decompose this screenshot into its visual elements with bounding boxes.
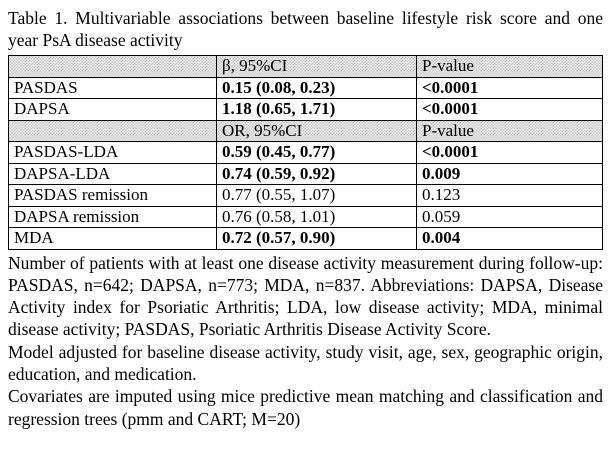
- row-label-cell: PASDAS remission: [8, 184, 217, 207]
- results-table: β, 95%CI P-value PASDAS 0.15 (0.08, 0.23…: [8, 55, 603, 250]
- pvalue-cell: <0.0001: [416, 141, 603, 164]
- row-label-cell: DAPSA remission: [8, 205, 217, 228]
- estimate-cell: 0.74 (0.59, 0.92): [216, 162, 417, 185]
- table-notes: Number of patients with at least one dis…: [8, 252, 603, 430]
- note-paragraph-model-adjustment: Model adjusted for baseline disease acti…: [8, 341, 603, 384]
- table-row-dapsa: DAPSA 1.18 (0.65, 1.71) <0.0001: [8, 98, 603, 121]
- row-label-cell: DAPSA-LDA: [8, 162, 217, 185]
- estimate-cell: 0.76 (0.58, 1.01): [216, 205, 417, 228]
- header-label-cell: [8, 55, 217, 78]
- estimate-cell: 0.77 (0.55, 1.07): [216, 184, 417, 207]
- estimate-cell: 0.59 (0.45, 0.77): [216, 141, 417, 164]
- estimate-cell: 0.15 (0.08, 0.23): [216, 76, 417, 99]
- header-estimate-cell: OR, 95%CI: [216, 119, 417, 142]
- estimate-cell: 0.72 (0.57, 0.90): [216, 227, 417, 250]
- estimate-cell: 1.18 (0.65, 1.71): [216, 98, 417, 121]
- header-estimate-cell: β, 95%CI: [216, 55, 417, 78]
- pvalue-cell: 0.004: [416, 227, 603, 250]
- table-row-pasdas-remission: PASDAS remission 0.77 (0.55, 1.07) 0.123: [8, 184, 603, 207]
- pvalue-cell: <0.0001: [416, 98, 603, 121]
- pvalue-cell: 0.059: [416, 205, 603, 228]
- table-row-dapsa-remission: DAPSA remission 0.76 (0.58, 1.01) 0.059: [8, 205, 603, 228]
- table-row-dapsa-lda: DAPSA-LDA 0.74 (0.59, 0.92) 0.009: [8, 162, 603, 185]
- pvalue-cell: <0.0001: [416, 76, 603, 99]
- pvalue-cell: 0.009: [416, 162, 603, 185]
- table-section-header-or: OR, 95%CI P-value: [8, 119, 603, 142]
- row-label-cell: PASDAS-LDA: [8, 141, 217, 164]
- header-label-cell: [8, 119, 217, 142]
- results-table-body: β, 95%CI P-value PASDAS 0.15 (0.08, 0.23…: [8, 55, 603, 250]
- row-label-cell: DAPSA: [8, 98, 217, 121]
- pvalue-cell: 0.123: [416, 184, 603, 207]
- row-label-cell: PASDAS: [8, 76, 217, 99]
- table-section-header-beta: β, 95%CI P-value: [8, 55, 603, 78]
- table-row-mda: MDA 0.72 (0.57, 0.90) 0.004: [8, 227, 603, 250]
- header-pvalue-cell: P-value: [416, 55, 603, 78]
- table-row-pasdas: PASDAS 0.15 (0.08, 0.23) <0.0001: [8, 76, 603, 99]
- table-title: Table 1. Multivariable associations betw…: [8, 8, 603, 50]
- header-pvalue-cell: P-value: [416, 119, 603, 142]
- table-row-pasdas-lda: PASDAS-LDA 0.59 (0.45, 0.77) <0.0001: [8, 141, 603, 164]
- note-paragraph-patient-counts: Number of patients with at least one dis…: [8, 252, 603, 340]
- note-paragraph-imputation: Covariates are imputed using mice predic…: [8, 386, 603, 429]
- row-label-cell: MDA: [8, 227, 217, 250]
